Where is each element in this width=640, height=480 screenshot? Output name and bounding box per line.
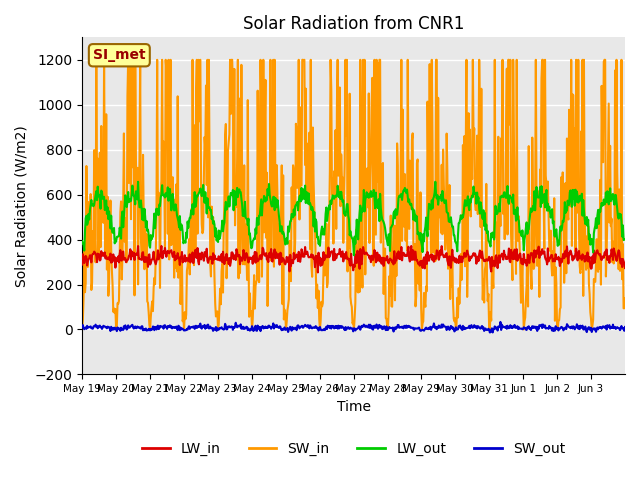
SW_in	[78, 326, 86, 332]
LW_out	[431, 179, 439, 185]
Title: Solar Radiation from CNR1: Solar Radiation from CNR1	[243, 15, 464, 33]
LW_in	[142, 259, 150, 264]
LW_out	[78, 238, 86, 244]
LW_out	[442, 199, 449, 205]
SW_in	[243, 241, 250, 247]
Line: SW_out: SW_out	[82, 322, 625, 333]
LW_out	[269, 203, 276, 209]
SW_in	[92, 57, 100, 63]
LW_in	[78, 262, 86, 267]
SW_in	[410, 249, 418, 255]
SW_out	[621, 324, 629, 330]
SW_out	[242, 325, 250, 331]
SW_out	[142, 325, 150, 331]
LW_in	[157, 243, 165, 249]
Line: LW_in: LW_in	[82, 246, 625, 273]
LW_out	[142, 225, 150, 230]
Text: SI_met: SI_met	[93, 48, 146, 62]
X-axis label: Time: Time	[337, 400, 371, 414]
LW_out	[350, 252, 358, 258]
SW_in	[269, 57, 277, 63]
SW_out	[78, 324, 86, 330]
LW_out	[242, 215, 250, 220]
SW_out	[497, 319, 504, 325]
LW_in	[442, 254, 449, 260]
LW_in	[243, 250, 250, 256]
SW_out	[486, 330, 493, 336]
LW_in	[269, 252, 277, 258]
Line: SW_in: SW_in	[82, 60, 625, 329]
SW_out	[410, 325, 417, 331]
LW_out	[289, 215, 297, 220]
Legend: LW_in, SW_in, LW_out, SW_out: LW_in, SW_in, LW_out, SW_out	[136, 437, 571, 462]
SW_out	[440, 323, 447, 329]
SW_out	[269, 324, 276, 330]
SW_out	[289, 326, 297, 332]
LW_in	[290, 250, 298, 256]
LW_in	[621, 265, 629, 271]
LW_in	[314, 270, 322, 276]
LW_in	[411, 253, 419, 259]
LW_out	[621, 237, 629, 242]
SW_in	[143, 231, 150, 237]
SW_in	[441, 203, 449, 208]
LW_out	[410, 207, 418, 213]
SW_in	[290, 168, 298, 173]
SW_in	[621, 295, 629, 301]
Y-axis label: Solar Radiation (W/m2): Solar Radiation (W/m2)	[15, 125, 29, 287]
Line: LW_out: LW_out	[82, 182, 625, 255]
